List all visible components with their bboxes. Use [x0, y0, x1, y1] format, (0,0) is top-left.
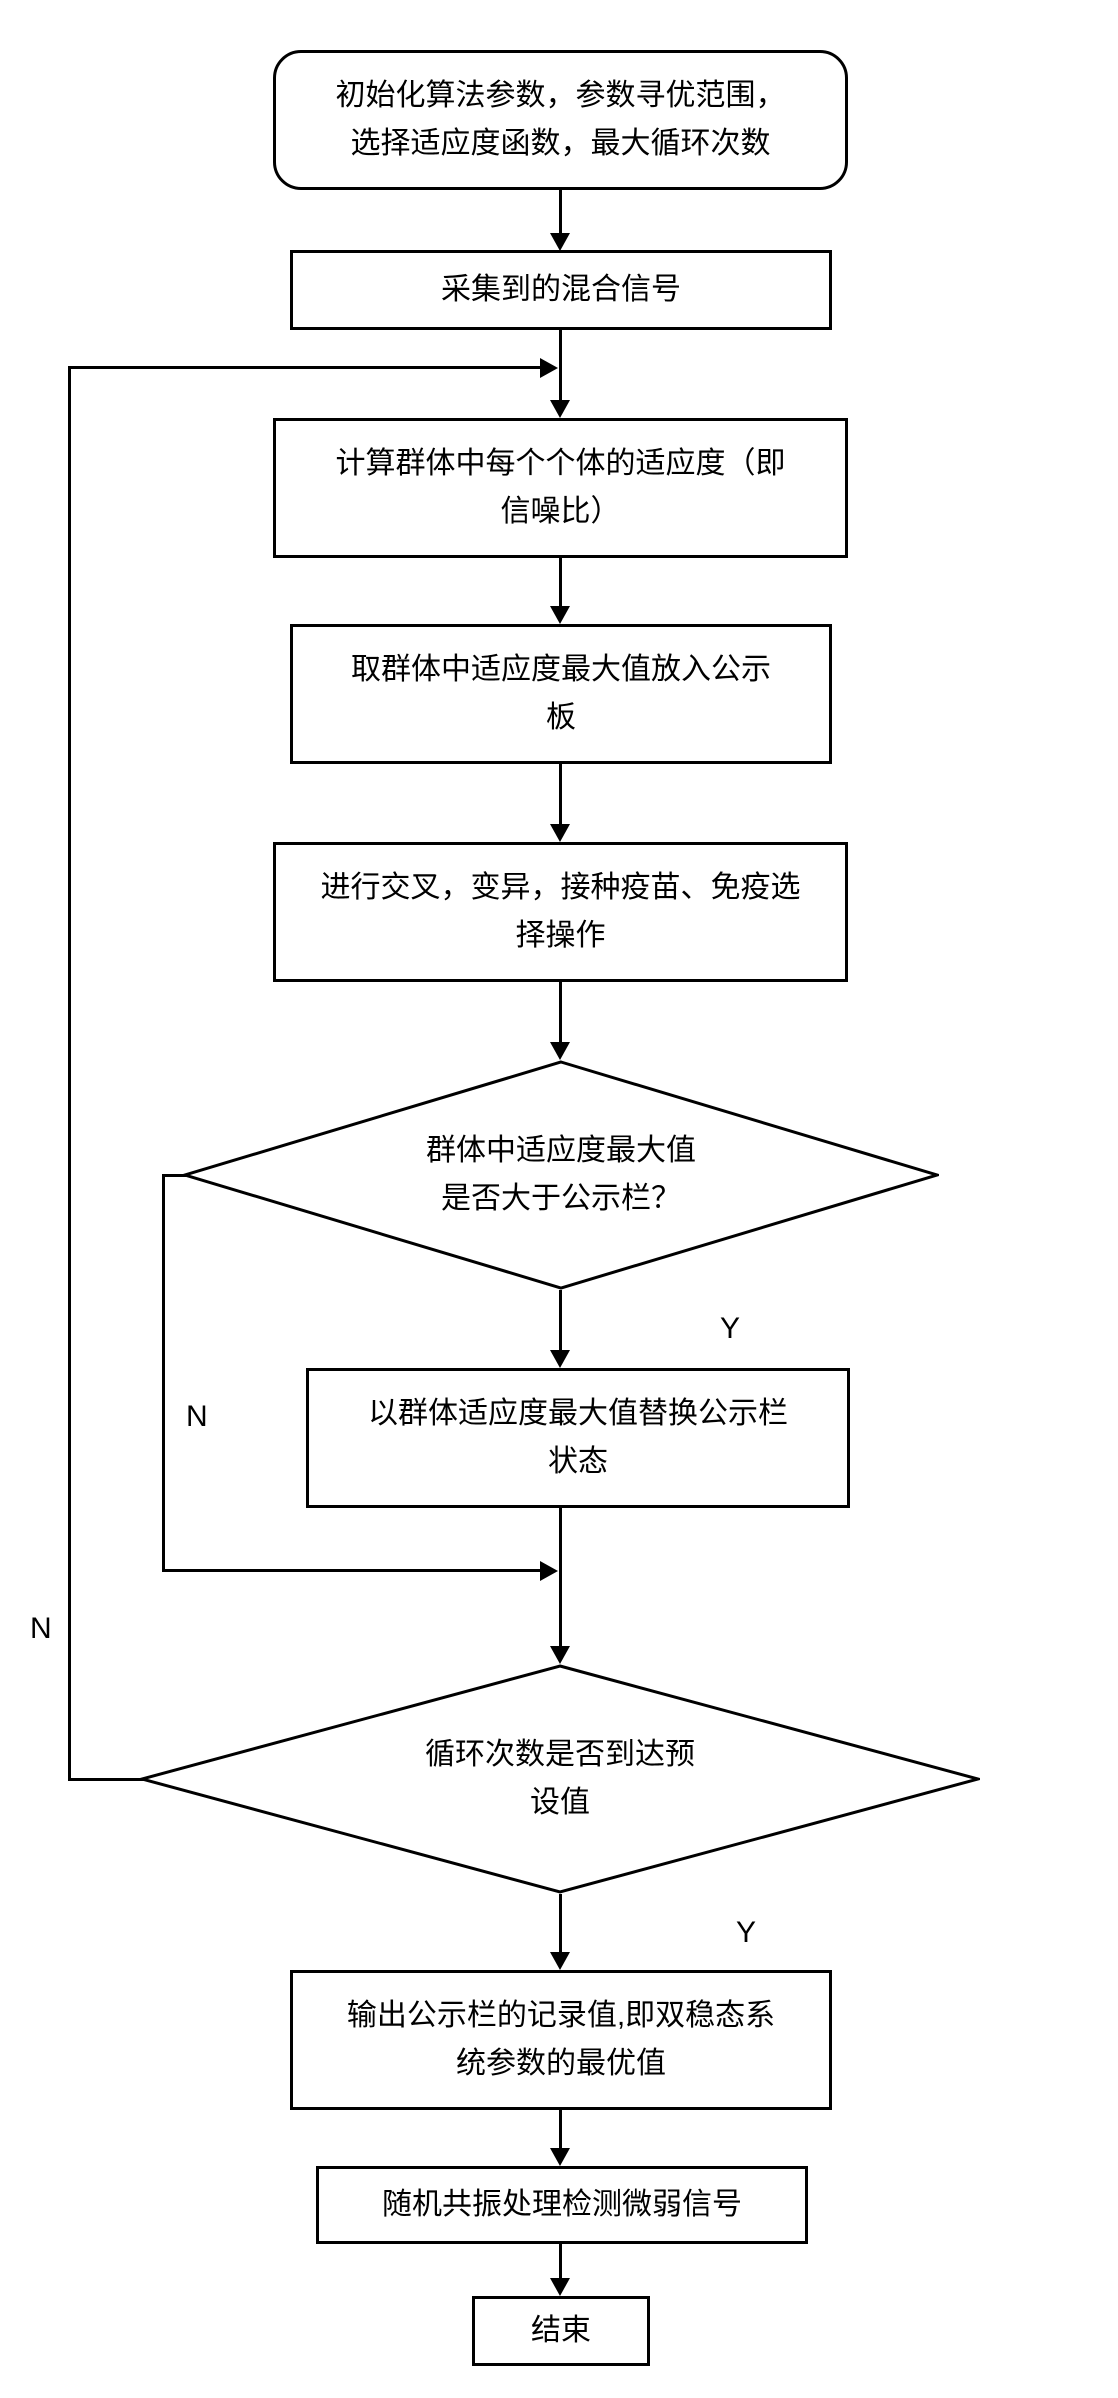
- label-y2: Y: [736, 1916, 756, 1950]
- node-signal-text: 采集到的混合信号: [441, 266, 681, 314]
- arrow: [559, 1894, 562, 1954]
- arrowhead: [540, 358, 558, 378]
- label-n-d2: N: [30, 1612, 52, 1646]
- arrow: [68, 1778, 144, 1781]
- node-end-text: 结束: [531, 2307, 591, 2355]
- label-n-d1: N: [186, 1400, 208, 1434]
- arrowhead: [550, 1952, 570, 1970]
- node-fitness-text: 计算群体中每个个体的适应度（即信噪比）: [336, 440, 786, 536]
- decision-loop: 循环次数是否到达预设值: [140, 1664, 980, 1894]
- arrow: [559, 558, 562, 608]
- arrowhead: [550, 233, 570, 251]
- node-output-text: 输出公示栏的记录值,即双稳态系统参数的最优值: [347, 1992, 775, 2088]
- arrowhead: [550, 2278, 570, 2296]
- node-fitness: 计算群体中每个个体的适应度（即信噪比）: [273, 418, 848, 558]
- node-replace-text: 以群体适应度最大值替换公示栏状态: [368, 1390, 788, 1486]
- node-max-board-text: 取群体中适应度最大值放入公示板: [351, 646, 771, 742]
- arrow: [559, 190, 562, 235]
- node-output: 输出公示栏的记录值,即双稳态系统参数的最优值: [290, 1970, 832, 2110]
- arrowhead: [550, 824, 570, 842]
- decision-greater: 群体中适应度最大值是否大于公示栏？: [183, 1060, 939, 1290]
- arrowhead: [550, 2148, 570, 2166]
- arrow: [559, 2110, 562, 2150]
- node-end: 结束: [472, 2296, 650, 2366]
- arrow: [162, 1174, 186, 1177]
- decision-greater-text: 群体中适应度最大值是否大于公示栏？: [426, 1127, 696, 1223]
- arrowhead: [550, 606, 570, 624]
- arrow: [559, 2244, 562, 2280]
- node-init-text: 初始化算法参数，参数寻优范围，选择适应度函数，最大循环次数: [336, 72, 786, 168]
- node-resonance: 随机共振处理检测微弱信号: [316, 2166, 808, 2244]
- label-y1: Y: [720, 1312, 740, 1346]
- arrow: [559, 1290, 562, 1352]
- arrow: [162, 1174, 165, 1572]
- arrow: [559, 330, 562, 402]
- arrowhead: [550, 1646, 570, 1664]
- arrow: [68, 366, 71, 1781]
- arrow: [68, 366, 542, 369]
- node-init: 初始化算法参数，参数寻优范围，选择适应度函数，最大循环次数: [273, 50, 848, 190]
- node-operations-text: 进行交叉，变异，接种疫苗、免疫选择操作: [321, 864, 801, 960]
- arrowhead: [550, 400, 570, 418]
- node-operations: 进行交叉，变异，接种疫苗、免疫选择操作: [273, 842, 848, 982]
- arrow: [559, 982, 562, 1044]
- arrow: [559, 764, 562, 826]
- node-signal: 采集到的混合信号: [290, 250, 832, 330]
- node-resonance-text: 随机共振处理检测微弱信号: [382, 2181, 742, 2229]
- node-max-board: 取群体中适应度最大值放入公示板: [290, 624, 832, 764]
- flowchart-canvas: 初始化算法参数，参数寻优范围，选择适应度函数，最大循环次数 采集到的混合信号 计…: [0, 0, 1118, 2398]
- decision-loop-text: 循环次数是否到达预设值: [425, 1731, 695, 1827]
- arrowhead: [540, 1561, 558, 1581]
- arrow: [559, 1508, 562, 1648]
- arrowhead: [550, 1042, 570, 1060]
- arrow: [162, 1569, 542, 1572]
- arrowhead: [550, 1350, 570, 1368]
- node-replace: 以群体适应度最大值替换公示栏状态: [306, 1368, 850, 1508]
